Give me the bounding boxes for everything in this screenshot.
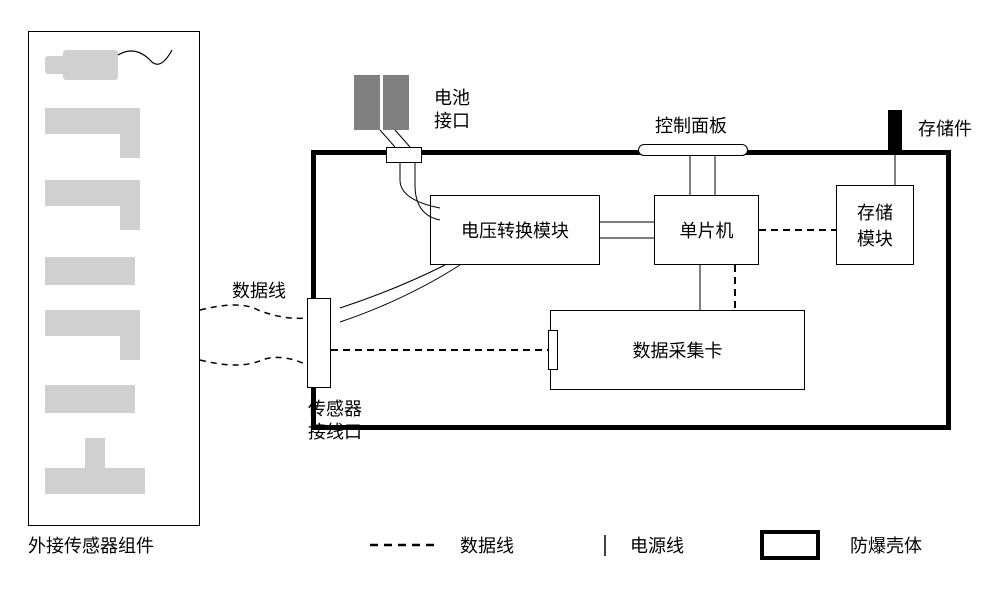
legend-enclosure-icon bbox=[760, 530, 820, 560]
sensor-4 bbox=[45, 257, 135, 285]
storage-module: 存储 模块 bbox=[836, 185, 914, 265]
storage-module-label: 存储 模块 bbox=[857, 199, 893, 251]
control-panel-label: 控制面板 bbox=[655, 115, 727, 138]
sensor-3 bbox=[45, 180, 145, 235]
external-sensor-label: 外接传感器组件 bbox=[28, 535, 154, 558]
legend-power-label: 电源线 bbox=[630, 535, 684, 558]
sensor-2 bbox=[45, 108, 145, 163]
data-line-label: 数据线 bbox=[232, 280, 286, 303]
battery-port-label: 电池 接口 bbox=[434, 87, 470, 134]
storage-stick bbox=[888, 110, 902, 152]
daq-port bbox=[548, 330, 558, 370]
legend-data-label: 数据线 bbox=[460, 535, 514, 558]
storage-device-label: 存储件 bbox=[918, 118, 972, 141]
mcu: 单片机 bbox=[654, 195, 759, 265]
legend-enclosure-label: 防爆壳体 bbox=[850, 535, 922, 558]
mcu-label: 单片机 bbox=[680, 217, 734, 243]
battery-port bbox=[386, 147, 422, 163]
sensor-5 bbox=[45, 310, 145, 365]
voltage-module-label: 电压转换模块 bbox=[461, 217, 569, 243]
control-panel bbox=[638, 144, 748, 156]
daq-label: 数据采集卡 bbox=[633, 337, 723, 363]
sensor-port bbox=[307, 298, 331, 388]
sensor-6 bbox=[45, 385, 135, 413]
voltage-module: 电压转换模块 bbox=[430, 195, 600, 265]
daq: 数据采集卡 bbox=[550, 310, 805, 390]
sensor-port-label: 传感器 接线口 bbox=[308, 398, 362, 445]
